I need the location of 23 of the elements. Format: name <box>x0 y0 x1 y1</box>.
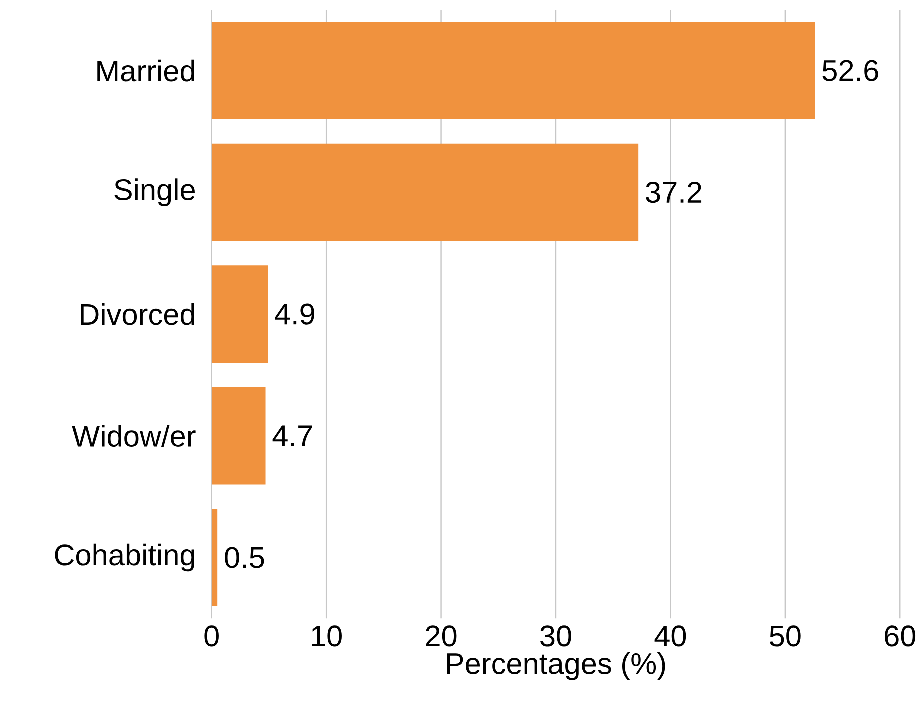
data-label: 4.7 <box>272 426 312 446</box>
data-label: 0.5 <box>225 547 264 568</box>
x-tick-label: 40 <box>654 626 686 647</box>
data-label: 4.9 <box>275 304 314 325</box>
bar <box>212 509 218 606</box>
y-tick-label: Single <box>114 178 195 206</box>
x-tick-label: 50 <box>770 626 801 647</box>
bar <box>212 144 639 242</box>
bar <box>212 387 266 485</box>
y-tick-label: Married <box>98 60 194 82</box>
y-tick-label: Cohabiting <box>55 544 194 572</box>
x-tick-label: 0 <box>204 626 219 647</box>
x-tick-label: 20 <box>426 626 457 647</box>
x-tick-label: 30 <box>540 626 572 647</box>
bar <box>212 22 816 120</box>
y-tick-label: Widow/er <box>72 425 196 447</box>
x-axis-title: Percentages (%) <box>447 652 666 680</box>
data-label: 52.6 <box>822 60 878 82</box>
x-tick-label: 10 <box>312 626 342 647</box>
bar <box>212 266 268 363</box>
x-tick-label: 60 <box>885 626 916 647</box>
y-tick-label: Divorced <box>81 303 194 326</box>
data-label: 37.2 <box>646 182 702 204</box>
